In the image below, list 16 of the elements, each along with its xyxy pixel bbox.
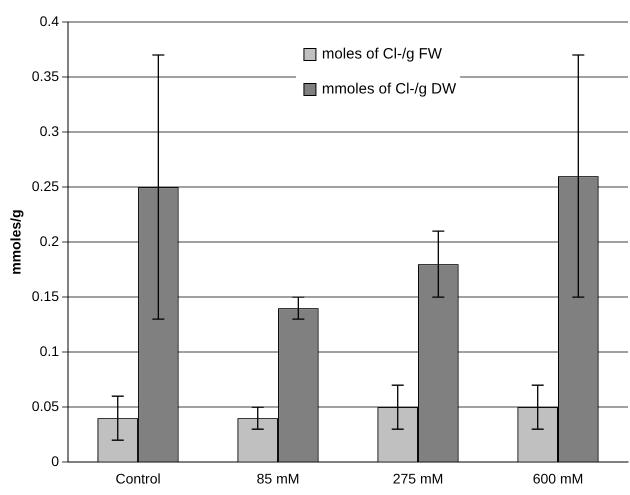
x-tick-label: 600 mM <box>532 470 584 486</box>
y-tick-label: 0.3 <box>40 122 60 139</box>
y-tick-label: 0 <box>51 453 60 470</box>
legend-label: moles of Cl-/g FW <box>322 46 443 63</box>
x-tick-label: 85 mM <box>256 470 300 486</box>
x-tick-label: Control <box>115 470 161 486</box>
y-tick-label: 0.25 <box>32 178 60 194</box>
y-tick-label: 0.05 <box>32 398 60 414</box>
y-tick-label: 0.4 <box>40 12 60 29</box>
y-tick-label: 0.15 <box>32 288 60 304</box>
y-tick-label: 0.35 <box>32 68 60 84</box>
legend-label: mmoles of Cl-/g DW <box>322 80 457 98</box>
x-tick-label: 275 mM <box>392 470 444 486</box>
y-axis-title: mmoles/g <box>7 209 24 275</box>
y-tick-label: 0.1 <box>40 343 60 360</box>
y-tick-label: 0.2 <box>40 232 60 249</box>
